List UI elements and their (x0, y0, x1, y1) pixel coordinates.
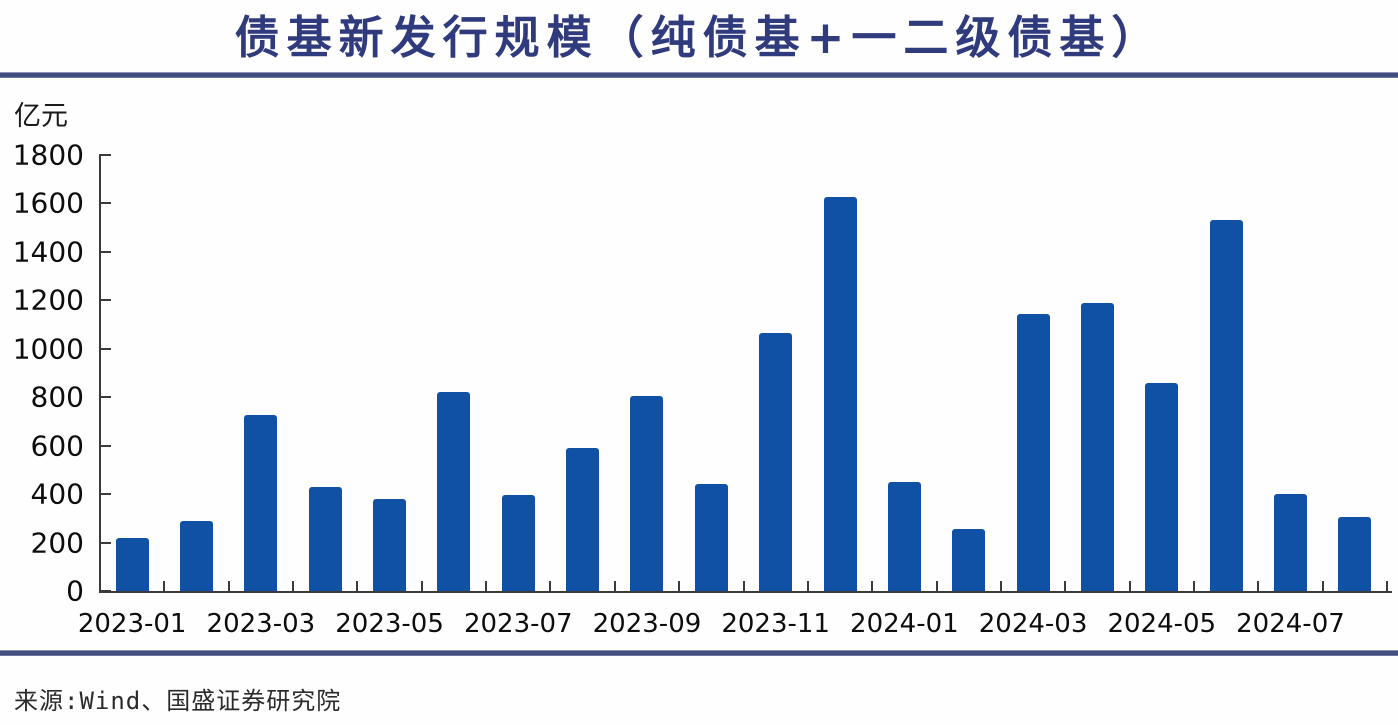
bar-2023-07 (501, 495, 535, 591)
x-axis-tick-mark (806, 581, 809, 592)
x-axis-tick-label: 2024-07 (1236, 609, 1345, 639)
bar-2023-03 (244, 415, 278, 591)
bar-2023-12 (823, 197, 857, 591)
x-axis-tick-label: 2023-11 (721, 609, 830, 639)
y-axis-tick-mark (101, 493, 111, 496)
bar-2023-04 (308, 486, 342, 591)
x-axis-tick-mark (678, 581, 681, 592)
bar-2023-09 (630, 396, 664, 591)
bar-2023-05 (373, 498, 407, 591)
title-divider-rule (0, 72, 1398, 78)
x-axis-tick-mark (163, 581, 166, 592)
footer-divider-rule (0, 650, 1398, 656)
y-axis-tick-mark (101, 541, 111, 544)
x-axis-tick-mark (742, 581, 745, 592)
y-axis-tick-mark (101, 444, 111, 447)
x-axis-tick-mark (1257, 581, 1260, 592)
y-axis-tick-label: 1800 (12, 138, 84, 172)
x-axis-tick-label: 2023-05 (335, 609, 444, 639)
y-axis-tick-label: 1600 (12, 186, 84, 220)
y-axis-tick-label: 0 (66, 574, 84, 608)
x-axis-tick-mark (420, 581, 423, 592)
y-axis-tick-mark (101, 347, 111, 350)
x-axis-line (99, 591, 1392, 593)
bar-2024-03 (1016, 313, 1050, 591)
y-axis-tick-mark (101, 250, 111, 253)
y-axis-tick-mark (101, 590, 111, 592)
bar-2024-01 (887, 482, 921, 591)
x-axis-tick-mark (999, 581, 1002, 592)
x-axis-tick-mark (935, 581, 938, 592)
x-axis-tick-mark (1386, 581, 1388, 592)
x-axis-tick-mark (1192, 581, 1195, 592)
x-axis-tick-mark (356, 581, 359, 592)
y-axis-tick-mark (101, 299, 111, 302)
y-axis-tick-label: 1400 (12, 235, 84, 269)
y-axis-line (99, 154, 101, 593)
x-axis-tick-label: 2023-03 (206, 609, 316, 639)
y-axis-tick-label: 200 (30, 526, 84, 560)
y-axis-tick-label: 1200 (12, 283, 84, 317)
y-axis-tick-label: 1000 (12, 332, 84, 366)
y-axis-tick-mark (101, 202, 111, 205)
x-axis-tick-label: 2023-09 (592, 609, 702, 639)
x-axis-tick-mark (1128, 581, 1131, 592)
x-axis-tick-label: 2023-07 (463, 609, 573, 639)
bar-2023-10 (694, 484, 728, 591)
x-axis-tick-mark (613, 581, 616, 592)
y-axis-tick-label: 400 (30, 477, 84, 511)
x-axis-tick-mark (292, 581, 295, 592)
bar-2023-01 (115, 537, 149, 591)
x-axis-tick-mark (485, 581, 488, 592)
bar-2024-04 (1080, 302, 1114, 591)
x-axis-tick-mark (1064, 581, 1067, 592)
chart-title: 债基新发行规模（纯债基+一二级债基） (234, 11, 1164, 64)
x-axis-tick-mark (871, 581, 874, 592)
y-axis-unit-label: 亿元 (14, 101, 68, 132)
bar-2023-11 (759, 333, 793, 591)
bar-2023-08 (566, 448, 600, 591)
y-axis-tick-mark (101, 154, 111, 156)
x-axis-tick-label: 2024-01 (850, 609, 959, 639)
y-axis-tick-mark (101, 396, 111, 399)
bar-2023-06 (437, 392, 471, 591)
bar-2024-05 (1145, 382, 1179, 591)
x-axis-tick-mark (549, 581, 552, 592)
y-axis-tick-label: 800 (30, 380, 84, 414)
x-axis-tick-label: 2024-05 (1107, 609, 1217, 639)
bar-2024-02 (952, 529, 986, 591)
bar-2024-07 (1273, 494, 1307, 591)
x-axis-tick-label: 2023-01 (77, 609, 187, 639)
bar-2023-02 (180, 520, 214, 591)
bar-2024-08 (1338, 517, 1372, 591)
x-axis-tick-label: 2024-03 (978, 609, 1088, 639)
source-note: 来源:Wind、国盛证券研究院 (14, 687, 342, 715)
bar-2024-06 (1209, 220, 1243, 591)
y-axis-tick-label: 600 (30, 429, 84, 463)
x-axis-tick-mark (1321, 581, 1324, 592)
x-axis-tick-mark (227, 581, 230, 592)
